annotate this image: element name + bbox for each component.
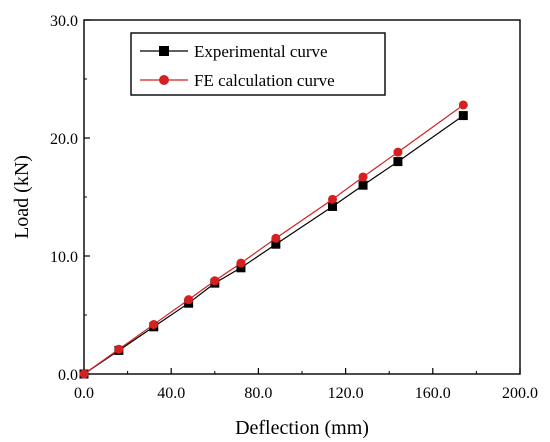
data-point-experimental bbox=[393, 157, 403, 167]
data-point-experimental bbox=[358, 180, 368, 190]
y-axis-title: Load (kN) bbox=[11, 155, 33, 239]
data-point-fe bbox=[236, 258, 246, 268]
data-point-experimental bbox=[271, 239, 281, 249]
legend-label-fe: FE calculation curve bbox=[194, 71, 335, 90]
data-point-experimental bbox=[328, 201, 338, 211]
x-tick-label: 40.0 bbox=[157, 385, 185, 402]
legend-marker-fe bbox=[159, 75, 169, 85]
data-point-fe bbox=[114, 344, 124, 354]
x-tick-label: 80.0 bbox=[244, 385, 272, 402]
data-point-fe bbox=[328, 194, 338, 204]
x-tick-label: 200.0 bbox=[502, 385, 538, 402]
data-point-experimental bbox=[458, 111, 468, 121]
y-tick-label: 20.0 bbox=[50, 131, 78, 148]
y-tick-label: 0.0 bbox=[58, 367, 78, 384]
y-tick-label: 10.0 bbox=[50, 249, 78, 266]
series-layer bbox=[79, 100, 468, 379]
data-point-fe bbox=[149, 319, 159, 329]
legend-marker-experimental bbox=[159, 46, 169, 56]
y-tick-label: 30.0 bbox=[50, 13, 78, 30]
legend-label-experimental: Experimental curve bbox=[194, 42, 328, 61]
x-axis: 0.0 40.0 80.0 120.0 160.0 200.0 bbox=[74, 368, 538, 402]
data-point-fe bbox=[358, 172, 368, 182]
data-point-fe bbox=[393, 147, 403, 157]
data-point-fe bbox=[271, 233, 281, 243]
legend: Experimental curve FE calculation curve bbox=[130, 32, 386, 96]
legend-box bbox=[130, 32, 386, 96]
data-point-fe bbox=[79, 369, 89, 379]
data-point-fe bbox=[184, 295, 194, 305]
data-point-fe bbox=[210, 276, 220, 286]
data-point-experimental bbox=[236, 263, 246, 273]
data-point-fe bbox=[458, 100, 468, 110]
x-tick-label: 160.0 bbox=[415, 385, 451, 402]
x-tick-label: 0.0 bbox=[74, 385, 94, 402]
x-axis-title: Deflection (mm) bbox=[235, 417, 369, 439]
x-tick-label: 120.0 bbox=[328, 385, 364, 402]
